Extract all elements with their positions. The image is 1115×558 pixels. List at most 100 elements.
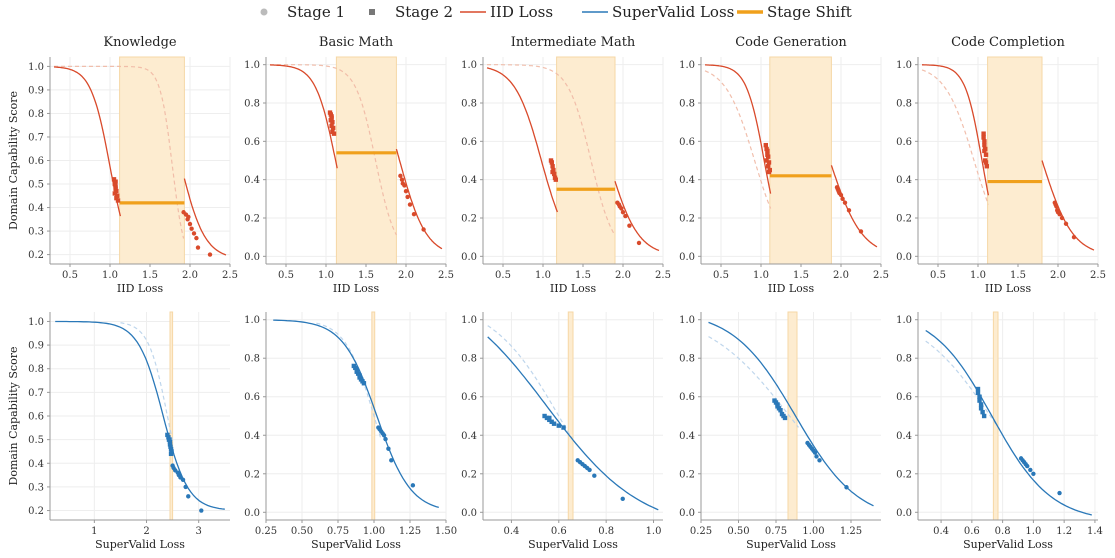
x-tick-label: 1.25: [840, 526, 862, 537]
x-tick-label: 2.5: [438, 270, 454, 281]
stage1-point: [383, 436, 388, 442]
stage1-point: [1057, 211, 1062, 217]
stage2-point: [547, 417, 552, 423]
plot-area: [486, 64, 660, 252]
y-tick-label: 1.0: [461, 315, 477, 326]
chart-panels: 0.5 1.0 1.5 2.0 2.50.20.30.40.50.60.70.80.91…: [7, 35, 1106, 551]
stage2-point: [551, 421, 557, 426]
panel-title: Code Completion: [951, 35, 1065, 50]
chart-panel-8: 0.4 0.6 0.8 1.0 0.0 0.2 0.4 0.6 0.8 1.0 SuperValid…: [461, 311, 663, 551]
stage2-point: [763, 142, 768, 148]
stage1-point: [846, 208, 852, 213]
x-tick-label: 2.5: [1090, 270, 1106, 281]
x-tick-label: 1.0: [102, 270, 118, 281]
ghost-fit-curve: [316, 322, 382, 440]
plot-area: [921, 64, 1095, 251]
stage2-point: [168, 444, 173, 449]
y-tick-label: 0.6: [28, 156, 44, 167]
x-axis-label: SuperValid Loss: [311, 538, 401, 551]
stage1-point: [1059, 215, 1065, 221]
y-tick-label: 0.6: [244, 137, 260, 148]
stage2-point: [981, 413, 987, 419]
ghost-fit-curve: [921, 69, 989, 205]
stage2-point: [978, 402, 984, 407]
x-axis-label: SuperValid Loss: [963, 538, 1053, 551]
fit-curve-stage2: [55, 320, 225, 510]
y-tick-label: 0.2: [896, 469, 912, 480]
stage1-point: [840, 196, 845, 202]
y-tick-label: 0.2: [461, 214, 477, 225]
legend-label-shift: Stage Shift: [767, 3, 852, 21]
x-tick-label: 1: [91, 526, 97, 537]
stage1-point: [1054, 204, 1059, 209]
stage2-point: [766, 169, 772, 175]
x-tick-label: 0.75: [765, 526, 787, 537]
y-tick-label: 0.0: [679, 252, 695, 263]
stage-shift-band: [556, 56, 616, 265]
y-tick-label: 0.5: [28, 435, 44, 446]
y-tick-label: 0.8: [679, 354, 695, 365]
ghost-fit-curve: [270, 64, 397, 236]
stage1-legend-marker: [260, 8, 268, 16]
stage1-point: [199, 508, 204, 513]
legend-item-stage1: Stage 1: [260, 3, 345, 21]
stage-shift-band: [169, 311, 174, 521]
y-tick-label: 0.0: [244, 252, 260, 263]
stage2-point: [553, 177, 558, 182]
y-tick-label: 0.4: [244, 175, 260, 186]
stage1-point: [186, 494, 191, 499]
stage2-point: [113, 184, 118, 189]
chart-panel-10: 0.4 0.6 0.8 1.0 1.2 1.40.00.20.40.60.81.0Supe…: [896, 311, 1103, 551]
stage2-point: [552, 171, 557, 177]
stage1-point: [183, 484, 188, 490]
stage1-point: [195, 245, 201, 250]
stage2-point: [361, 381, 367, 386]
x-tick-label: 1.0: [970, 270, 986, 281]
x-tick-label: 2.0: [1050, 270, 1066, 281]
fit-curve-stage2: [269, 64, 338, 169]
y-tick-label: 0.6: [461, 392, 477, 403]
y-tick-label: 1.0: [244, 315, 260, 326]
y-tick-label: 0.8: [679, 99, 695, 110]
stage2-point: [764, 158, 769, 163]
y-tick-label: 0.4: [28, 203, 44, 214]
fit-curve-stage1: [614, 181, 660, 252]
y-tick-label: 0.2: [679, 214, 695, 225]
y-tick-label: 1.0: [679, 60, 695, 71]
y-tick-label: 0.8: [244, 354, 260, 365]
stage2-point: [544, 415, 550, 421]
stage2-point: [982, 142, 987, 148]
legend-label-iid: IID Loss: [490, 3, 553, 21]
ghost-fit-curve: [925, 340, 1000, 430]
stage2-point: [328, 118, 333, 123]
stage1-point: [189, 226, 194, 231]
x-axis-label: SuperValid Loss: [746, 538, 836, 551]
stage2-point: [980, 409, 985, 415]
fit-curve-stage1: [830, 165, 878, 248]
stage2-point: [766, 164, 771, 169]
x-axis-label: IID Loss: [768, 282, 815, 295]
panel-title: Knowledge: [103, 35, 177, 50]
plot-area: [487, 325, 659, 511]
x-axis-label: SuperValid Loss: [95, 538, 185, 551]
fit-curve-stage2: [922, 64, 990, 196]
stage2-point: [981, 131, 986, 136]
fit-curve-stage1: [1041, 160, 1095, 251]
ghost-fit-curve: [704, 70, 772, 209]
y-tick-label: 0.0: [461, 252, 477, 263]
x-axis-label: SuperValid Loss: [528, 538, 618, 551]
y-tick-label: 0.8: [28, 364, 44, 375]
stage-shift-band: [992, 311, 999, 521]
x-tick-label: 0.25: [690, 526, 712, 537]
stage1-point: [619, 206, 624, 211]
stage2-point: [115, 193, 120, 198]
y-tick-label: 0.2: [28, 250, 44, 261]
panel-title: Intermediate Math: [511, 35, 636, 50]
x-tick-label: 0.50: [727, 526, 749, 537]
ghost-fit-curve: [120, 322, 174, 442]
y-tick-label: 0.6: [244, 392, 260, 403]
x-tick-label: 2.5: [222, 270, 238, 281]
y-tick-label: 0.6: [679, 137, 695, 148]
chart-panel-7: 0.25 0.50 0.75 1.00 1.25 1.50 0.0 0.2 0.4 0.6 0.8 1…: [244, 311, 457, 551]
